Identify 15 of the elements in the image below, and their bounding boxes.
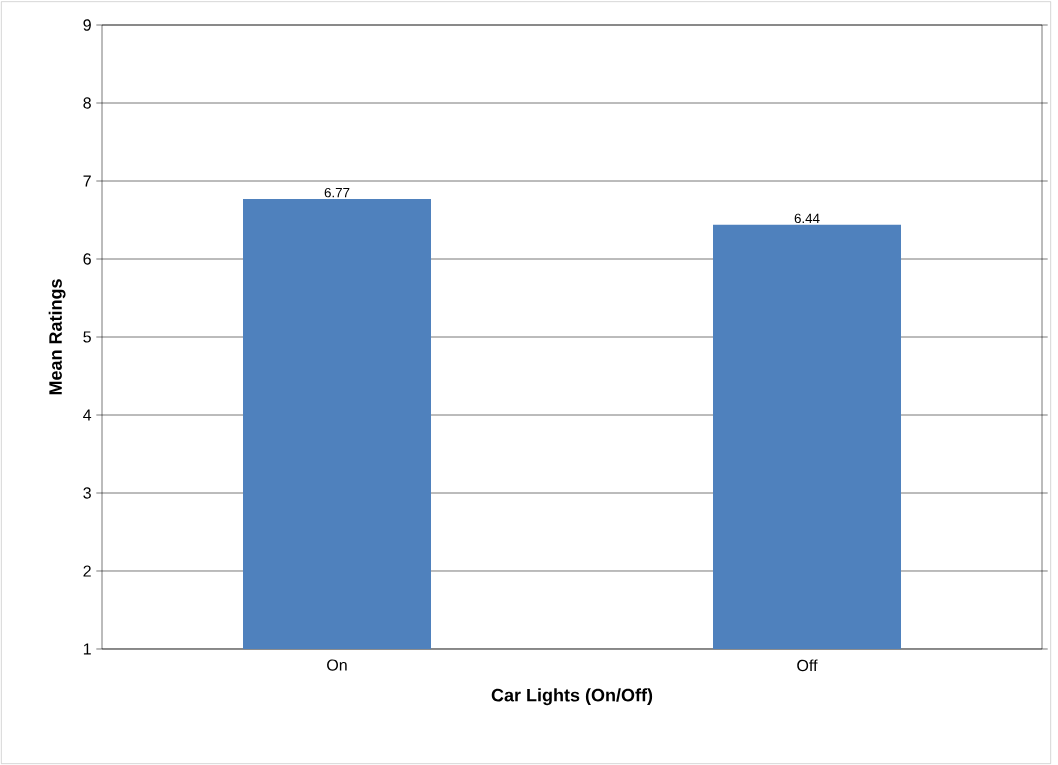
y-axis-title: Mean Ratings: [48, 279, 66, 395]
x-tick-label: Off: [797, 659, 818, 672]
data-label: 6.77: [324, 187, 350, 198]
y-tick-label: 8: [83, 97, 91, 109]
y-tick-label: 6: [83, 253, 91, 265]
y-tick-label: 9: [83, 19, 91, 31]
y-tick-label: 4: [83, 409, 92, 421]
data-label: 6.44: [794, 213, 820, 224]
x-axis-title: Car Lights (On/Off): [491, 688, 653, 706]
y-tick-label: 1: [83, 643, 91, 655]
y-tick-label: 7: [83, 175, 91, 187]
y-tick-label: 5: [83, 331, 91, 343]
x-tick-label: On: [327, 659, 347, 671]
y-tick-label: 2: [83, 565, 91, 577]
y-tick-label: 3: [83, 487, 91, 499]
